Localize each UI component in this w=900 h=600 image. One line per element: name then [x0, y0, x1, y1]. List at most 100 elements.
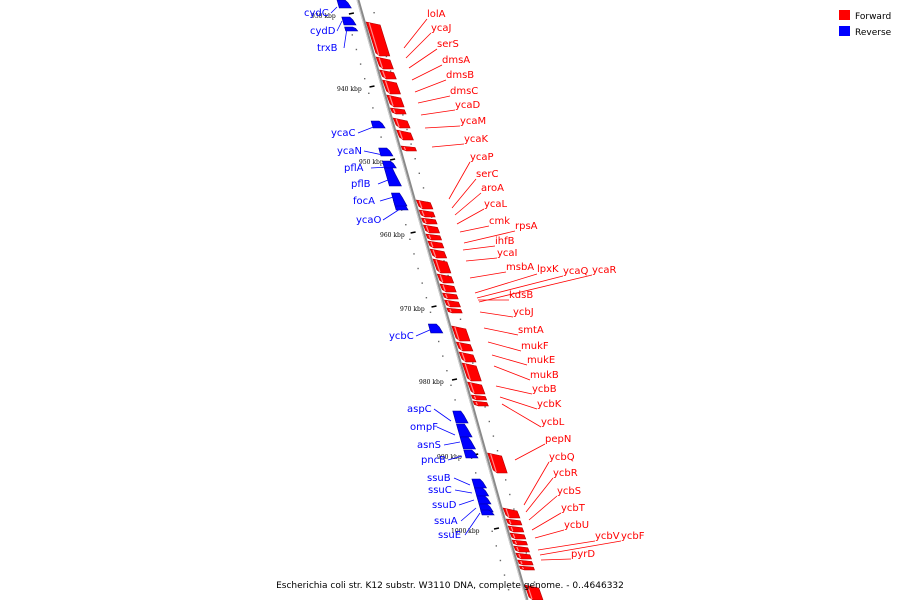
forward-gene-label-ycbB[interactable]: ycbB [532, 384, 557, 395]
forward-gene-block[interactable] [425, 233, 443, 241]
forward-gene-block[interactable] [382, 79, 401, 95]
forward-gene-label-smtA[interactable]: smtA [518, 325, 544, 336]
reverse-gene-label-ycaN[interactable]: ycaN [337, 146, 362, 157]
forward-gene-block[interactable] [444, 299, 461, 308]
forward-gene-label-ihfB[interactable]: ihfB [495, 236, 515, 247]
forward-gene-label-serS[interactable]: serS [437, 39, 459, 50]
forward-gene-block[interactable] [467, 381, 486, 395]
forward-gene-block[interactable] [511, 539, 528, 546]
reverse-gene-label-pncB[interactable]: pncB [421, 455, 446, 466]
reverse-gene-block[interactable] [383, 167, 402, 187]
forward-gene-label-lolA[interactable]: lolA [427, 9, 446, 20]
forward-gene-label-serC[interactable]: serC [476, 169, 498, 180]
forward-gene-block[interactable] [429, 248, 448, 259]
forward-gene-label-dmsB[interactable]: dmsB [446, 70, 474, 81]
reverse-gene-label-cydD[interactable]: cydD [310, 26, 336, 37]
forward-gene-block[interactable] [502, 507, 521, 519]
forward-gene-label-mukF[interactable]: mukF [521, 341, 549, 352]
forward-gene-label-ycbK[interactable]: ycbK [537, 399, 562, 410]
forward-gene-label-cmk[interactable]: cmk [489, 216, 510, 227]
forward-gene-block[interactable] [386, 94, 405, 108]
reverse-gene-label-ssuD[interactable]: ssuD [432, 500, 457, 511]
reverse-gene-label-pflA[interactable]: pflA [344, 163, 364, 174]
forward-gene-block[interactable] [418, 209, 436, 218]
forward-gene-label-ycbU[interactable]: ycbU [564, 520, 589, 531]
reverse-gene-block[interactable] [381, 160, 397, 169]
forward-gene-block[interactable] [389, 107, 407, 115]
forward-gene-block[interactable] [509, 532, 527, 540]
reverse-gene-block[interactable] [474, 487, 490, 497]
reverse-gene-label-cydC[interactable]: cydC [304, 8, 329, 19]
reverse-gene-label-pflB[interactable]: pflB [351, 179, 371, 190]
forward-gene-block[interactable] [365, 21, 391, 57]
forward-gene-label-pyrD[interactable]: pyrD [571, 549, 595, 560]
forward-gene-label-ycaR[interactable]: ycaR [592, 265, 617, 276]
reverse-gene-label-trxB[interactable]: trxB [317, 43, 338, 54]
forward-gene-block[interactable] [472, 400, 489, 407]
forward-gene-block[interactable] [415, 199, 434, 210]
forward-gene-block[interactable] [513, 545, 530, 553]
forward-gene-label-ycaJ[interactable]: ycaJ [431, 23, 452, 34]
reverse-gene-label-focA[interactable]: focA [353, 196, 375, 207]
forward-gene-label-ycbV[interactable]: ycbV [595, 531, 620, 542]
forward-gene-block[interactable] [518, 565, 535, 571]
forward-gene-block[interactable] [487, 452, 508, 474]
reverse-gene-block[interactable] [341, 16, 357, 26]
forward-gene-label-ycbQ[interactable]: ycbQ [549, 452, 575, 463]
forward-gene-block[interactable] [442, 292, 459, 300]
reverse-gene-block[interactable] [391, 192, 408, 207]
forward-gene-block[interactable] [461, 362, 482, 382]
forward-gene-label-dmsA[interactable]: dmsA [442, 55, 470, 66]
forward-gene-label-rpsA[interactable]: rpsA [515, 221, 538, 232]
reverse-gene-block[interactable] [336, 0, 352, 9]
reverse-gene-label-ssuE[interactable]: ssuE [438, 530, 461, 541]
reverse-gene-label-asnS[interactable]: asnS [417, 440, 441, 451]
forward-gene-label-ycbS[interactable]: ycbS [557, 486, 581, 497]
forward-gene-label-kdsB[interactable]: kdsB [509, 290, 533, 301]
forward-gene-label-mukB[interactable]: mukB [530, 370, 559, 381]
forward-gene-label-ycbJ[interactable]: ycbJ [513, 307, 534, 318]
forward-gene-block[interactable] [396, 129, 414, 141]
forward-gene-label-lpxK[interactable]: lpxK [537, 264, 559, 275]
reverse-gene-block[interactable] [452, 410, 469, 424]
reverse-gene-block[interactable] [456, 423, 473, 438]
reverse-gene-label-aspC[interactable]: aspC [407, 404, 432, 415]
forward-gene-block[interactable] [392, 117, 411, 129]
reverse-gene-label-ompF[interactable]: ompF [410, 422, 438, 433]
reverse-gene-block[interactable] [471, 478, 488, 489]
forward-gene-block[interactable] [451, 325, 471, 342]
reverse-gene-block[interactable] [476, 495, 492, 505]
forward-gene-block[interactable] [455, 341, 474, 352]
reverse-gene-label-ycbC[interactable]: ycbC [389, 331, 414, 342]
forward-gene-label-ycaK[interactable]: ycaK [464, 134, 489, 145]
forward-gene-block[interactable] [446, 307, 463, 314]
forward-gene-label-ycaQ[interactable]: ycaQ [563, 266, 589, 277]
reverse-gene-label-ssuB[interactable]: ssuB [427, 473, 451, 484]
reverse-gene-label-ssuC[interactable]: ssuC [428, 485, 452, 496]
forward-gene-block[interactable] [436, 273, 455, 284]
forward-gene-block[interactable] [422, 224, 441, 234]
forward-gene-block[interactable] [427, 240, 445, 249]
reverse-gene-label-ycaO[interactable]: ycaO [356, 215, 382, 226]
forward-gene-block[interactable] [507, 525, 525, 533]
forward-gene-label-aroA[interactable]: aroA [481, 183, 504, 194]
forward-gene-label-dmsC[interactable]: dmsC [450, 86, 478, 97]
reverse-gene-block[interactable] [463, 449, 479, 459]
forward-gene-block[interactable] [505, 518, 523, 526]
reverse-gene-label-ycaC[interactable]: ycaC [331, 128, 356, 139]
forward-gene-block[interactable] [517, 559, 534, 566]
forward-gene-block[interactable] [470, 394, 488, 401]
forward-gene-block[interactable] [439, 283, 457, 293]
reverse-gene-block[interactable] [344, 26, 359, 32]
forward-gene-label-mukE[interactable]: mukE [527, 355, 555, 366]
reverse-gene-block[interactable] [427, 323, 444, 334]
forward-gene-block[interactable] [524, 584, 544, 600]
forward-gene-label-ycaD[interactable]: ycaD [455, 100, 481, 111]
forward-gene-label-ycbF[interactable]: ycbF [621, 531, 645, 542]
forward-gene-block[interactable] [400, 145, 417, 152]
forward-gene-label-msbA[interactable]: msbA [506, 262, 534, 273]
forward-gene-label-ycaI[interactable]: ycaI [497, 248, 518, 259]
forward-gene-label-ycaM[interactable]: ycaM [460, 116, 486, 127]
forward-gene-label-ycaL[interactable]: ycaL [484, 199, 508, 210]
forward-gene-label-ycbT[interactable]: ycbT [561, 503, 586, 514]
